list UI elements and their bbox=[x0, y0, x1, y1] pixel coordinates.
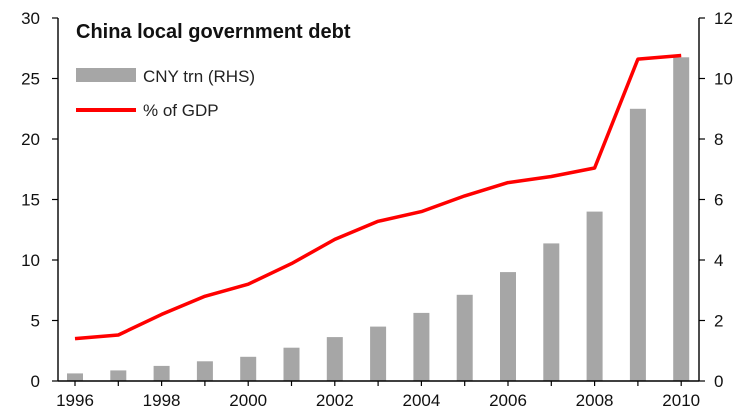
bar-2010 bbox=[673, 57, 690, 382]
line-layer bbox=[74, 53, 682, 341]
bar-2003 bbox=[370, 326, 387, 381]
left-tick-label: 15 bbox=[21, 191, 40, 210]
bar-2002 bbox=[326, 337, 343, 381]
x-tick-label: 2010 bbox=[662, 391, 700, 410]
bars-layer bbox=[67, 57, 690, 382]
bar-1997 bbox=[110, 370, 127, 381]
x-tick-label: 1996 bbox=[56, 391, 94, 410]
legend-swatch-cny bbox=[76, 68, 136, 82]
x-tick-label: 2008 bbox=[576, 391, 614, 410]
left-tick-label: 5 bbox=[31, 312, 40, 331]
left-tick-label: 0 bbox=[31, 372, 40, 391]
ticks-layer: 0 5 10 15 20 25 30 0 2 4 6 8 10 12 1996 1998 2000 2002 200… bbox=[21, 9, 733, 410]
legend-label-gdp: % of GDP bbox=[143, 101, 219, 120]
bar-2007 bbox=[543, 243, 560, 381]
left-tick-label: 25 bbox=[21, 70, 40, 89]
x-tick-label: 2000 bbox=[229, 391, 267, 410]
x-tick-label: 2006 bbox=[489, 391, 527, 410]
bar-1999 bbox=[196, 361, 213, 381]
legend-label-cny: CNY trn (RHS) bbox=[143, 67, 255, 86]
right-tick-label: 4 bbox=[714, 251, 723, 270]
right-tick-label: 2 bbox=[714, 312, 723, 331]
right-tick-label: 10 bbox=[714, 70, 733, 89]
bar-2005 bbox=[456, 294, 473, 381]
right-tick-label: 0 bbox=[714, 372, 723, 391]
bar-2001 bbox=[283, 347, 300, 381]
bar-2008 bbox=[586, 211, 603, 381]
bar-1996 bbox=[67, 373, 83, 381]
left-tick-label: 30 bbox=[21, 9, 40, 28]
right-tick-label: 6 bbox=[714, 191, 723, 210]
bar-2009 bbox=[629, 108, 646, 382]
bar-2006 bbox=[500, 272, 516, 381]
left-tick-label: 10 bbox=[21, 251, 40, 270]
left-tick-label: 20 bbox=[21, 130, 40, 149]
bar-2004 bbox=[413, 312, 430, 381]
x-tick-label: 2002 bbox=[316, 391, 354, 410]
legend: CNY trn (RHS) % of GDP bbox=[76, 67, 255, 120]
right-tick-label: 8 bbox=[714, 130, 723, 149]
bar-1998 bbox=[153, 365, 170, 381]
right-tick-label: 12 bbox=[714, 9, 733, 28]
chart-title: China local government debt bbox=[76, 21, 351, 43]
x-tick-label: 2004 bbox=[402, 391, 440, 410]
x-tick-label: 1998 bbox=[143, 391, 181, 410]
bar-2000 bbox=[240, 356, 257, 381]
